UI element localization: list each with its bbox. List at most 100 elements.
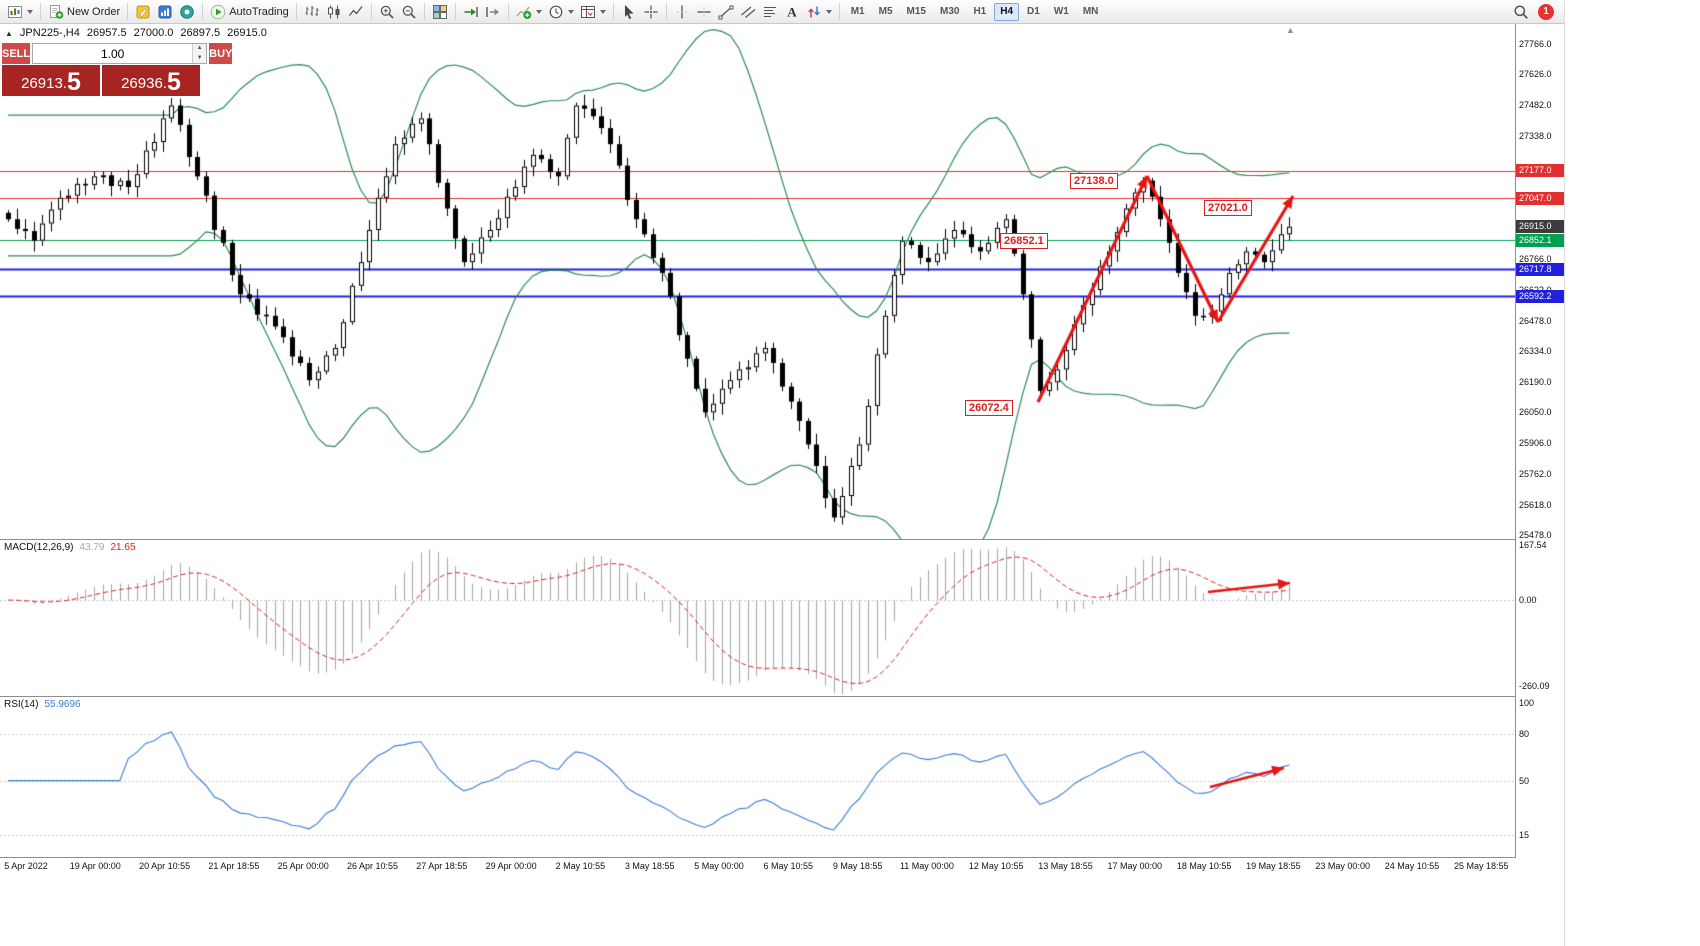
toolbar-separator	[454, 3, 456, 20]
toolbar: New Order AutoTrading A M1 M5 M15 M30 H1 H4 D1 W1…	[0, 0, 1564, 24]
vertical-line-button[interactable]	[671, 1, 693, 22]
timeframe-h1-button[interactable]: H1	[973, 6, 987, 17]
candlestick-chart-icon	[326, 4, 342, 20]
price-axis[interactable]: 27766.027626.027482.027338.026766.026622…	[1515, 24, 1564, 858]
svg-text:A: A	[787, 4, 797, 19]
tile-windows-button[interactable]	[429, 1, 451, 22]
volume-down-button[interactable]: ▼	[193, 53, 207, 63]
metaeditor-button[interactable]	[132, 1, 154, 22]
toolbar-groups: New Order AutoTrading A	[4, 1, 835, 22]
price-axis-label: 26766.0	[1519, 253, 1552, 264]
timeframe-m5-button[interactable]: M5	[878, 6, 893, 17]
time-axis-label: 5 May 00:00	[694, 861, 744, 871]
market-watch-icon	[157, 4, 173, 20]
volume-up-button[interactable]: ▲	[193, 44, 207, 54]
periods-button[interactable]	[545, 1, 577, 22]
indicators-caret-icon	[535, 9, 542, 14]
arrows-caret-icon	[825, 9, 832, 14]
price-annotation-label[interactable]: 27138.0	[1070, 173, 1118, 189]
time-axis-label: 19 May 18:55	[1246, 861, 1301, 871]
arrows-button[interactable]	[803, 1, 835, 22]
time-axis-label: 6 May 10:55	[763, 861, 814, 871]
buy-button[interactable]: BUY	[209, 43, 233, 64]
timeframe-m1-button[interactable]: M1	[850, 6, 865, 17]
community-button[interactable]	[176, 1, 198, 22]
ohlc-low: 26897.5	[180, 27, 221, 39]
bar-chart-button[interactable]	[301, 1, 323, 22]
timeframe-mn-button[interactable]: MN	[1082, 6, 1099, 17]
auto-scroll-button[interactable]	[460, 1, 482, 22]
rsi-chart-canvas[interactable]	[0, 697, 1515, 857]
crosshair-icon	[643, 4, 659, 20]
time-axis-label: 18 May 10:55	[1176, 861, 1232, 871]
time-axis-label: 13 May 18:55	[1038, 861, 1093, 871]
timeframe-m30-button[interactable]: M30	[939, 6, 960, 17]
time-axis-label: 25 Apr 00:00	[277, 861, 329, 871]
sell-button[interactable]: SELL	[2, 43, 31, 64]
sell-price-button[interactable]: 26913. 5	[2, 65, 100, 96]
price-axis-label: 27482.0	[1519, 100, 1552, 111]
macd-main-value: 43.79	[79, 542, 105, 553]
price-axis-label: 25478.0	[1519, 530, 1552, 541]
templates-icon	[580, 4, 596, 20]
price-annotation-label[interactable]: 27021.0	[1204, 200, 1252, 216]
price-axis-label: 27626.0	[1519, 69, 1552, 80]
chart-shift-button[interactable]	[482, 1, 504, 22]
buy-price-main: 26936.	[121, 75, 167, 92]
time-axis-label: 12 May 10:55	[968, 861, 1024, 871]
price-chart-canvas[interactable]	[0, 24, 1515, 539]
toolbar-separator	[370, 3, 372, 20]
notifications-badge[interactable]: 1	[1538, 3, 1554, 20]
market-watch-button[interactable]	[154, 1, 176, 22]
horizontal-line-button[interactable]	[693, 1, 715, 22]
community-icon	[179, 4, 195, 20]
templates-button[interactable]	[577, 1, 609, 22]
horizontal-line-icon	[696, 4, 712, 20]
zoom-in-button[interactable]	[376, 1, 398, 22]
price-annotation-label[interactable]: 26072.4	[965, 400, 1013, 416]
equidistant-channel-button[interactable]	[737, 1, 759, 22]
periods-caret-icon	[567, 9, 574, 14]
price-axis-label: 25762.0	[1519, 469, 1552, 480]
crosshair-button[interactable]	[640, 1, 662, 22]
timeframe-h4-button[interactable]: H4	[994, 2, 1020, 21]
tile-windows-icon	[432, 4, 448, 20]
toolbar-separator	[202, 3, 204, 20]
equidistant-channel-icon	[740, 4, 756, 20]
new-chart-button[interactable]	[4, 1, 36, 22]
time-axis-label: 9 May 18:55	[832, 861, 883, 871]
trendline-button[interactable]	[715, 1, 737, 22]
rsi-axis-label: 80	[1519, 729, 1530, 740]
chart-shift-marker[interactable]: ▲	[1286, 25, 1295, 35]
search-button[interactable]	[1510, 1, 1532, 22]
price-badge: 26915.0	[1516, 220, 1564, 234]
time-axis-label: 24 May 10:55	[1384, 861, 1440, 871]
price-axis-label: 27338.0	[1519, 130, 1552, 141]
fibonacci-button[interactable]	[759, 1, 781, 22]
sell-price-big: 5	[66, 68, 81, 96]
indicators-button[interactable]	[513, 1, 545, 22]
timeframe-m15-button[interactable]: M15	[906, 6, 926, 17]
time-axis[interactable]: 5 Apr 2022 19 Apr 00:00 20 Apr 10:55 21 Apr…	[0, 858, 1515, 876]
buy-price-button[interactable]: 26936. 5	[102, 65, 200, 96]
toolbar-separator	[295, 3, 297, 20]
line-chart-icon	[348, 4, 364, 20]
time-axis-label: 23 May 00:00	[1315, 861, 1370, 871]
symbol-info: ▲ JPN225-,H4 26957.5 27000.0 26897.5 269…	[5, 27, 267, 39]
cursor-button[interactable]	[618, 1, 640, 22]
volume-input[interactable]	[33, 44, 193, 63]
new-order-button[interactable]: New Order	[45, 1, 123, 22]
candlestick-chart-button[interactable]	[323, 1, 345, 22]
time-axis-label: 20 Apr 10:55	[139, 861, 191, 871]
macd-chart-canvas[interactable]	[0, 540, 1515, 696]
text-button[interactable]: A	[781, 1, 803, 22]
price-badge: 26852.1	[1516, 233, 1564, 247]
timeframe-w1-button[interactable]: W1	[1053, 6, 1069, 17]
autotrading-button[interactable]: AutoTrading	[207, 1, 292, 22]
price-annotation-label[interactable]: 26852.1	[1000, 233, 1048, 249]
time-axis-label: 27 Apr 18:55	[416, 861, 468, 871]
zoom-out-icon	[401, 4, 417, 20]
line-chart-button[interactable]	[345, 1, 367, 22]
timeframe-d1-button[interactable]: D1	[1027, 6, 1040, 17]
zoom-out-button[interactable]	[398, 1, 420, 22]
